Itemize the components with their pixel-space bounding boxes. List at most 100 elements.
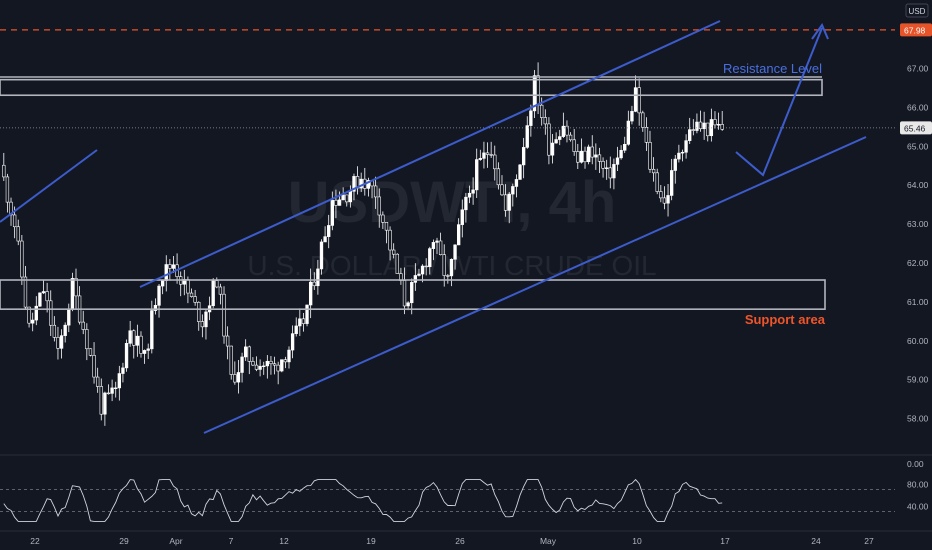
- candle-body: [225, 335, 230, 347]
- candle-body: [475, 159, 479, 191]
- candle-body: [554, 139, 558, 144]
- candle-body: [189, 292, 194, 297]
- candle-body: [31, 319, 35, 324]
- oscillator-line: [3, 478, 723, 522]
- candle-body: [16, 226, 20, 242]
- candle-body: [251, 361, 255, 366]
- candle-body: [558, 136, 562, 140]
- candle-body: [605, 167, 609, 169]
- candle-body: [496, 168, 501, 186]
- candle-body: [630, 111, 634, 122]
- candle-body: [139, 335, 143, 354]
- candle-body: [500, 184, 504, 196]
- time-tick-label: 10: [632, 536, 642, 546]
- price-tick-label: 59.00: [907, 375, 929, 385]
- candle-body: [460, 209, 464, 225]
- candle-body: [449, 258, 454, 277]
- support-area-label[interactable]: Support area: [745, 312, 826, 327]
- candle-body: [594, 154, 598, 158]
- time-tick-label: 7: [229, 536, 234, 546]
- time-tick-label: 29: [119, 536, 129, 546]
- candle-body: [327, 225, 331, 237]
- candle-body: [283, 359, 288, 363]
- forecast-arrowhead[interactable]: [811, 22, 829, 40]
- support-zone-box[interactable]: [0, 279, 826, 310]
- price-tick-label: 65.00: [907, 141, 929, 151]
- candle-body: [568, 134, 573, 141]
- price-tick-label: 58.00: [907, 414, 929, 424]
- candle-body: [529, 110, 533, 126]
- candle-body: [254, 364, 259, 370]
- time-axis[interactable]: 22 29 Apr 7 12 19 26 May 10 17 24 27: [0, 530, 932, 546]
- left-trendline[interactable]: [0, 149, 98, 223]
- candle-body: [103, 392, 107, 415]
- candle-body: [702, 122, 706, 130]
- currency-label: USD: [909, 7, 926, 16]
- candle-body: [489, 154, 493, 156]
- candle-body: [215, 280, 219, 288]
- candle-body: [402, 280, 407, 307]
- candle-body: [706, 122, 710, 137]
- candlestick-series: [2, 62, 724, 426]
- candle-body: [287, 349, 291, 363]
- candle-body: [95, 376, 100, 387]
- forecast-path[interactable]: [735, 27, 823, 177]
- time-tick-label: 17: [720, 536, 730, 546]
- candle-body: [691, 129, 695, 131]
- candle-body: [345, 194, 349, 203]
- candle-body: [673, 158, 677, 171]
- candle-body: [23, 276, 28, 308]
- candle-body: [49, 300, 53, 326]
- candle-body: [117, 373, 121, 389]
- time-tick-label: Apr: [169, 536, 182, 546]
- candle-body: [218, 286, 223, 295]
- candle-body: [5, 176, 10, 203]
- candle-body: [34, 305, 38, 321]
- candle-body: [171, 264, 176, 269]
- candle-body: [114, 387, 118, 389]
- time-tick-label: 22: [30, 536, 40, 546]
- candle-body: [157, 285, 161, 306]
- candle-body: [146, 348, 150, 351]
- channel-lower-trendline[interactable]: [203, 136, 867, 434]
- candle-body: [244, 346, 248, 358]
- candle-body: [229, 345, 233, 375]
- price-axis[interactable]: 58.00 59.00 60.00 61.00 62.00 63.00 64.00 65.00…: [900, 23, 932, 424]
- candle-body: [626, 120, 631, 145]
- channel-upper-trendline[interactable]: [139, 20, 721, 288]
- candle-body: [38, 292, 42, 307]
- candle-body: [561, 125, 566, 137]
- candle-body: [467, 192, 472, 198]
- candle-body: [272, 363, 277, 366]
- time-tick-label: 12: [279, 536, 289, 546]
- candle-body: [395, 253, 399, 274]
- resistance-zone-box[interactable]: [0, 78, 823, 97]
- candle-body: [63, 324, 67, 336]
- candle-body: [124, 343, 129, 369]
- candle-body: [655, 172, 659, 192]
- candle-body: [579, 150, 584, 163]
- candle-body: [586, 146, 591, 163]
- candle-body: [301, 318, 306, 324]
- candle-body: [511, 186, 515, 195]
- candle-body: [337, 199, 342, 206]
- candle-body: [669, 170, 674, 196]
- candle-body: [334, 199, 338, 206]
- candle-body: [659, 191, 663, 199]
- candle-body: [713, 119, 717, 126]
- resistance-level-label[interactable]: Resistance Level: [723, 61, 822, 76]
- candle-body: [70, 278, 75, 310]
- candle-body: [341, 194, 345, 201]
- candle-body: [2, 164, 6, 178]
- candle-body: [52, 324, 57, 338]
- candle-body: [27, 306, 31, 324]
- drawing-layer[interactable]: [0, 20, 895, 434]
- currency-tag: USD: [905, 3, 929, 18]
- candle-body: [637, 87, 641, 114]
- candle-body: [446, 275, 450, 277]
- candle-body: [41, 291, 46, 294]
- candle-body: [200, 321, 205, 328]
- candle-body: [290, 333, 295, 351]
- candle-body: [680, 151, 685, 154]
